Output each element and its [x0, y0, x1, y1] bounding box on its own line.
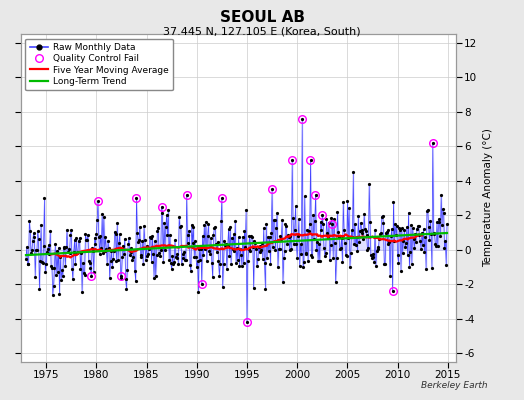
Y-axis label: Temperature Anomaly (°C): Temperature Anomaly (°C): [483, 128, 493, 268]
Legend: Raw Monthly Data, Quality Control Fail, Five Year Moving Average, Long-Term Tren: Raw Monthly Data, Quality Control Fail, …: [26, 38, 173, 90]
Text: 37.445 N, 127.105 E (Korea, South): 37.445 N, 127.105 E (Korea, South): [163, 26, 361, 36]
Text: SEOUL AB: SEOUL AB: [220, 10, 304, 25]
Text: Berkeley Earth: Berkeley Earth: [421, 381, 487, 390]
